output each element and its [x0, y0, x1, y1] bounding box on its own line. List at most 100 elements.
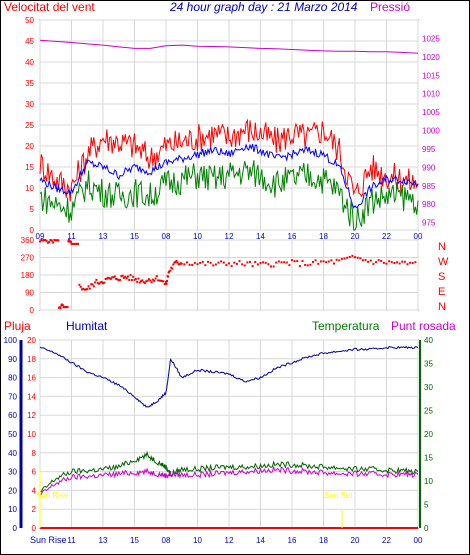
direction-point [77, 242, 80, 245]
direction-point [96, 282, 99, 285]
wind-pressure-grid [39, 19, 419, 231]
direction-point [123, 276, 125, 279]
rain-tick: 6 [32, 468, 37, 477]
direction-point [116, 278, 119, 281]
time-tick: 15 [130, 536, 139, 545]
direction-point [396, 261, 398, 264]
direction-point [57, 239, 60, 242]
rain-tick: 16 [27, 374, 36, 383]
humidity-label: Humitat [66, 319, 108, 333]
direction-point [251, 265, 254, 268]
direction-point [414, 261, 417, 264]
direction-point [275, 261, 278, 264]
direction-point [168, 270, 171, 273]
direction-point [235, 262, 238, 265]
direction-point [317, 262, 320, 265]
direction-point [102, 282, 104, 285]
pressure-tick: 995 [422, 145, 436, 154]
direction-point [348, 256, 351, 259]
temperature-tick: 15 [424, 454, 433, 463]
direction-point [304, 264, 307, 267]
direction-point [212, 264, 215, 267]
direction-point [330, 259, 333, 262]
humidity-temperature-series [39, 345, 419, 529]
wind-average-line [39, 160, 419, 231]
wind-direction-axis: 0 90 180 270 360 [21, 236, 35, 315]
direction-point [69, 240, 72, 243]
direction-point [173, 261, 176, 264]
direction-point [166, 279, 169, 282]
time-tick: 10 [193, 536, 202, 545]
wind-speed-tick: 0 [30, 226, 35, 235]
direction-point [233, 261, 236, 264]
direction-point [390, 261, 393, 264]
pressure-tick: 1000 [422, 127, 440, 136]
direction-point [186, 261, 188, 264]
direction-point [333, 262, 335, 265]
direction-point [209, 261, 212, 264]
direction-point [126, 275, 129, 278]
time-tick: 13 [99, 232, 108, 241]
pressure-tick: 1020 [422, 53, 440, 62]
humidity-tick: 70 [8, 392, 17, 401]
rain-tick: 20 [27, 336, 36, 345]
direction-point [372, 262, 375, 265]
direction-point [125, 277, 128, 280]
direction-point [382, 261, 385, 264]
humidity-tick: 0 [13, 524, 18, 533]
direction-point [285, 261, 288, 264]
direction-point [117, 279, 120, 282]
direction-point [81, 288, 83, 291]
direction-point [124, 275, 127, 278]
direction-point [100, 280, 103, 283]
direction-point [159, 279, 162, 282]
direction-point [108, 277, 111, 280]
time-tick: 11 [67, 536, 76, 545]
direction-point [306, 264, 309, 267]
direction-point [67, 239, 70, 241]
temperature-tick: 5 [424, 501, 429, 510]
direction-point [193, 261, 196, 264]
direction-point [153, 279, 156, 282]
temperature-tick: 0 [424, 524, 429, 533]
direction-point [165, 282, 168, 285]
direction-point [319, 260, 322, 263]
direction-point [45, 239, 48, 242]
direction-point [380, 259, 383, 262]
wind-gust-line [39, 118, 419, 202]
wind-speed-tick: 5 [30, 205, 35, 214]
direction-point [136, 280, 139, 283]
direction-point [103, 281, 106, 284]
direction-point [161, 280, 164, 283]
direction-point [92, 285, 95, 288]
direction-point [356, 256, 359, 259]
direction-tick: 180 [21, 271, 35, 280]
direction-point [188, 263, 191, 266]
direction-point [291, 259, 293, 262]
direction-point [167, 275, 170, 278]
direction-point [199, 261, 202, 264]
direction-tick: 360 [21, 236, 35, 245]
direction-point [385, 262, 388, 265]
pressure-label: Pressió [370, 0, 410, 14]
direction-point [262, 261, 265, 264]
direction-point [41, 239, 44, 242]
direction-point [40, 239, 43, 241]
direction-point [95, 278, 98, 281]
wind-speed-tick: 25 [25, 121, 34, 130]
direction-point [50, 239, 53, 242]
direction-point [293, 260, 296, 263]
direction-point [48, 241, 51, 244]
direction-point [42, 239, 45, 241]
time-tick: 10 [193, 232, 202, 241]
direction-point [130, 279, 133, 282]
direction-point [256, 263, 259, 266]
direction-point [162, 280, 165, 283]
direction-point [169, 269, 172, 272]
pressure-tick: 1015 [422, 71, 440, 80]
direction-point [217, 261, 220, 264]
direction-point [91, 283, 94, 286]
direction-point [375, 261, 377, 264]
direction-point [99, 281, 102, 284]
direction-point [377, 259, 380, 262]
